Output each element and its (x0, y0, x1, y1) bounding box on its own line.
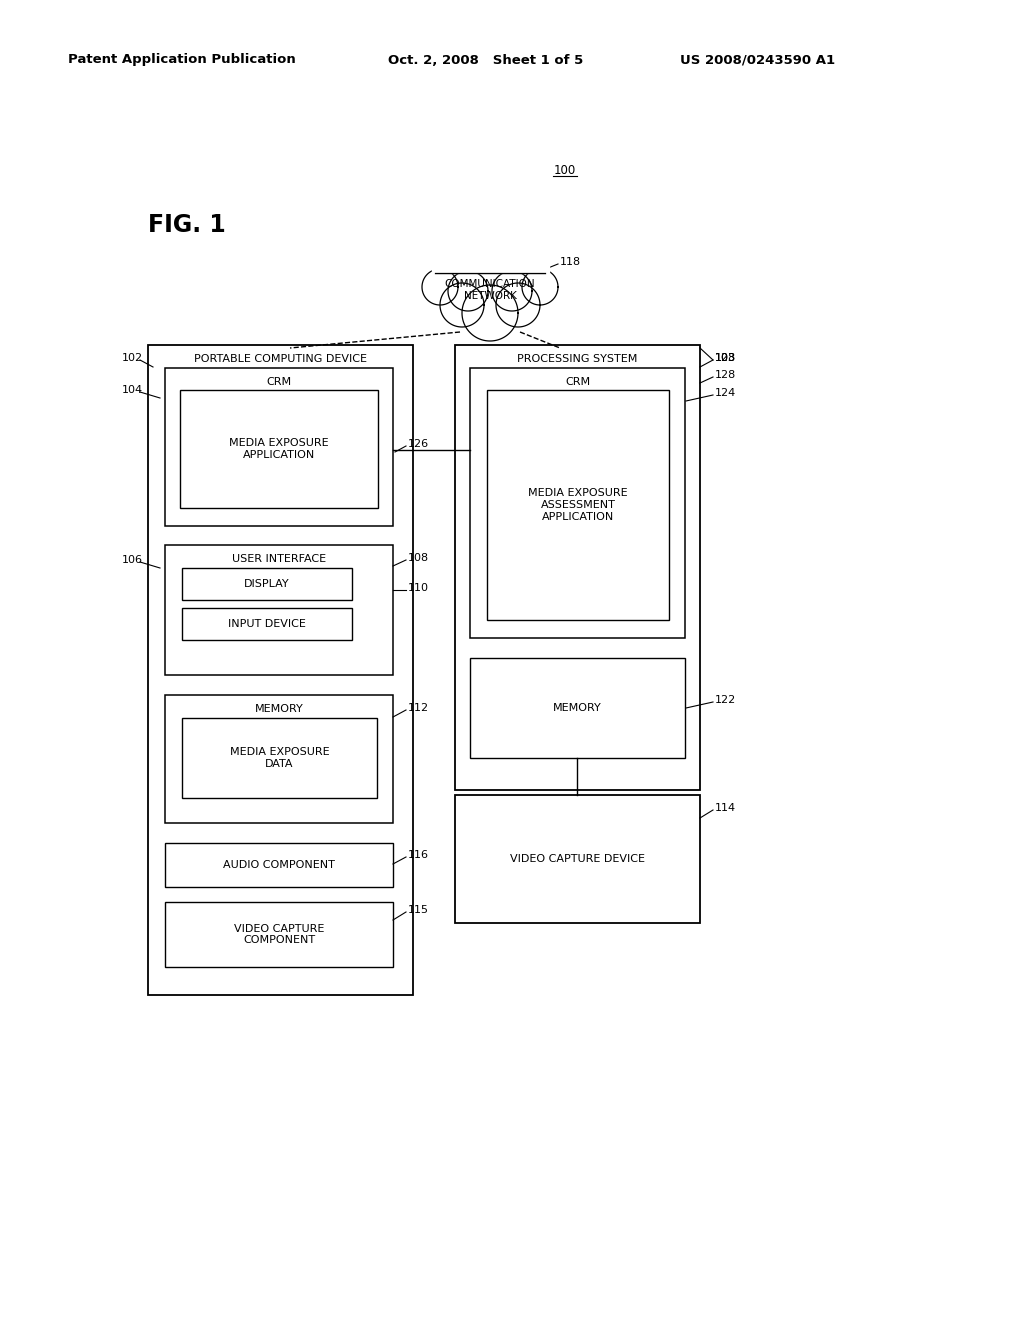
Bar (165, 696, 393, 822)
Circle shape (496, 282, 540, 327)
Text: 104: 104 (122, 385, 143, 395)
Text: FIG. 1: FIG. 1 (148, 213, 225, 238)
Text: 102: 102 (122, 352, 143, 363)
Text: MEMORY: MEMORY (255, 704, 303, 714)
Bar (182, 718, 377, 799)
Ellipse shape (435, 269, 545, 321)
Text: 103: 103 (715, 352, 736, 363)
Text: 126: 126 (408, 440, 429, 449)
Text: MEDIA EXPOSURE
ASSESSMENT
APPLICATION: MEDIA EXPOSURE ASSESSMENT APPLICATION (528, 488, 628, 521)
Text: 114: 114 (715, 803, 736, 813)
Text: 116: 116 (408, 850, 429, 861)
Bar (182, 568, 352, 601)
Text: 100: 100 (554, 164, 577, 177)
Text: CRM: CRM (565, 378, 590, 387)
Circle shape (492, 271, 532, 312)
Text: 110: 110 (408, 583, 429, 593)
Text: Oct. 2, 2008   Sheet 1 of 5: Oct. 2, 2008 Sheet 1 of 5 (388, 54, 584, 66)
Text: DISPLAY: DISPLAY (244, 579, 290, 589)
Bar (182, 609, 352, 640)
Bar (455, 345, 700, 789)
Bar (180, 389, 378, 508)
Text: PORTABLE COMPUTING DEVICE: PORTABLE COMPUTING DEVICE (194, 354, 367, 364)
Bar (431, 252, 549, 273)
Bar (165, 843, 393, 887)
Text: 108: 108 (408, 553, 429, 564)
Circle shape (422, 269, 458, 305)
Text: CRM: CRM (266, 378, 292, 387)
Bar (455, 795, 700, 923)
Bar (165, 545, 393, 675)
Text: INPUT DEVICE: INPUT DEVICE (228, 619, 306, 630)
Bar (165, 368, 393, 525)
Circle shape (522, 269, 558, 305)
Text: USER INTERFACE: USER INTERFACE (232, 554, 326, 564)
Text: 128: 128 (715, 352, 736, 363)
Text: VIDEO CAPTURE
COMPONENT: VIDEO CAPTURE COMPONENT (233, 924, 325, 945)
Circle shape (449, 271, 488, 312)
Bar (148, 345, 413, 995)
Text: MEDIA EXPOSURE
APPLICATION: MEDIA EXPOSURE APPLICATION (229, 438, 329, 459)
Text: 122: 122 (715, 696, 736, 705)
Text: 128: 128 (715, 370, 736, 380)
Bar (470, 368, 685, 638)
Text: 115: 115 (408, 906, 429, 915)
Text: MEDIA EXPOSURE
DATA: MEDIA EXPOSURE DATA (229, 747, 330, 768)
Text: PROCESSING SYSTEM: PROCESSING SYSTEM (517, 354, 638, 364)
Text: Patent Application Publication: Patent Application Publication (68, 54, 296, 66)
Text: 124: 124 (715, 388, 736, 399)
Circle shape (440, 282, 484, 327)
Bar (165, 902, 393, 968)
Text: 112: 112 (408, 704, 429, 713)
Circle shape (462, 285, 518, 341)
Text: VIDEO CAPTURE DEVICE: VIDEO CAPTURE DEVICE (510, 854, 645, 865)
Text: US 2008/0243590 A1: US 2008/0243590 A1 (680, 54, 836, 66)
Text: MEMORY: MEMORY (553, 704, 602, 713)
Text: 103: 103 (715, 352, 736, 363)
Text: AUDIO COMPONENT: AUDIO COMPONENT (223, 861, 335, 870)
Bar (487, 389, 669, 620)
Text: 106: 106 (122, 554, 143, 565)
Bar (470, 657, 685, 758)
Text: COMMUNICATION
NETWORK: COMMUNICATION NETWORK (444, 280, 536, 301)
Text: 118: 118 (560, 257, 582, 267)
